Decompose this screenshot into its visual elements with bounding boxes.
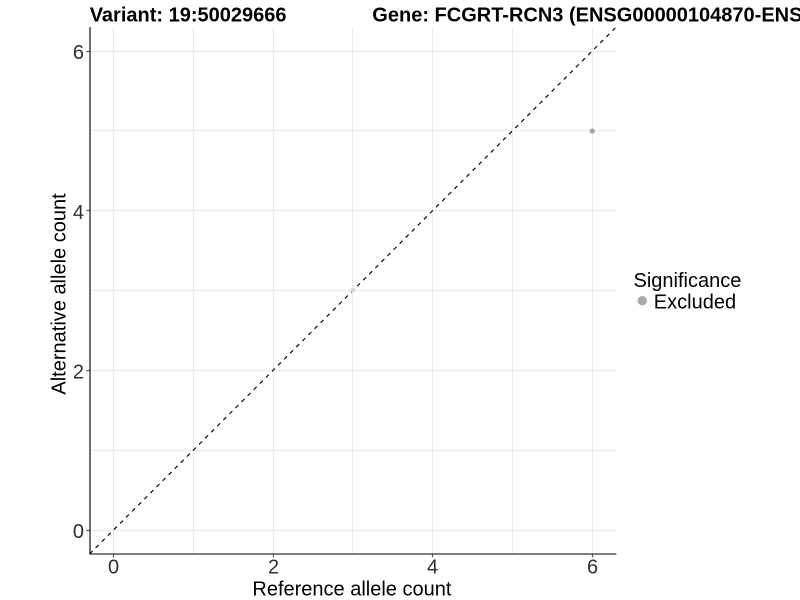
svg-text:0: 0 <box>108 557 119 579</box>
svg-text:6: 6 <box>587 557 598 579</box>
svg-text:Gene: FCGRT-RCN3 (ENSG00000104: Gene: FCGRT-RCN3 (ENSG00000104870-ENSG00… <box>372 4 800 26</box>
svg-text:Variant: 19:50029666: Variant: 19:50029666 <box>90 4 287 26</box>
svg-text:2: 2 <box>268 557 279 579</box>
svg-text:Excluded: Excluded <box>654 291 736 313</box>
svg-text:6: 6 <box>73 42 84 64</box>
svg-text:4: 4 <box>73 202 84 224</box>
svg-text:0: 0 <box>73 521 84 543</box>
svg-text:2: 2 <box>73 362 84 384</box>
svg-text:Significance: Significance <box>634 270 742 292</box>
svg-text:4: 4 <box>427 557 438 579</box>
svg-text:Alternative allele count: Alternative allele count <box>49 193 71 395</box>
svg-text:Reference allele count: Reference allele count <box>252 579 451 600</box>
